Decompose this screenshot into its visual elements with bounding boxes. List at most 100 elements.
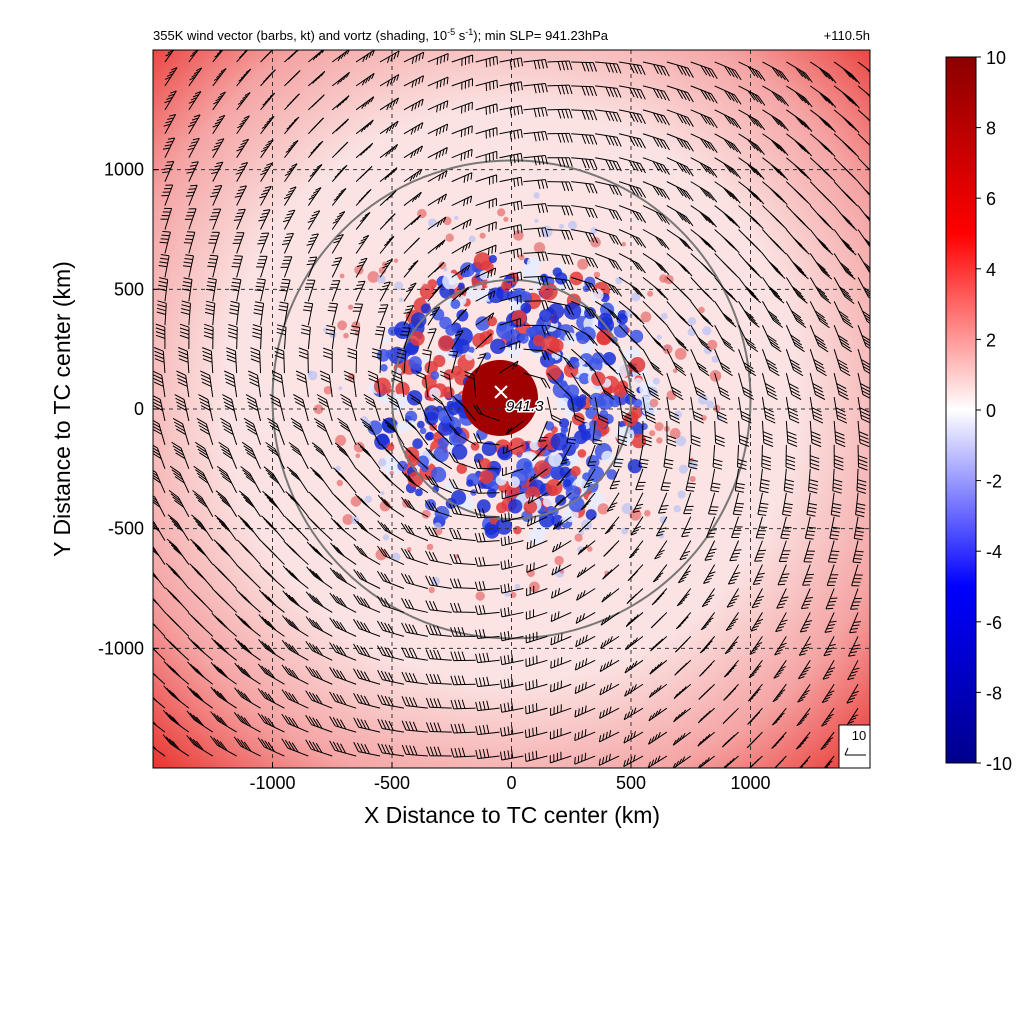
wind-barb (379, 97, 399, 111)
wind-barb (527, 492, 548, 505)
wind-barb (527, 516, 548, 527)
wind-barb (551, 588, 572, 599)
wind-barb (379, 50, 400, 64)
vorticity-speckle (559, 466, 571, 478)
wind-barb (305, 665, 333, 685)
wind-barb (331, 118, 349, 135)
wind-barb (499, 271, 523, 282)
wind-barb (642, 205, 670, 225)
wind-barb (475, 724, 500, 736)
wind-barb (379, 144, 399, 159)
wind-barb (475, 244, 497, 256)
vorticity-speckle (406, 547, 412, 552)
wind-barb (821, 707, 835, 727)
wind-barb (761, 348, 780, 377)
vorticity-speckle (570, 466, 581, 477)
wind-barb (786, 85, 813, 108)
colorbar-tick-label: -10 (986, 754, 1012, 774)
wind-barb (281, 689, 309, 709)
wind-barb (773, 660, 787, 679)
wind-barb (785, 420, 798, 447)
wind-barb (451, 54, 474, 67)
wind-barb (547, 300, 575, 316)
wind-barb (618, 252, 646, 274)
vorticity-speckle (338, 386, 343, 391)
vorticity-speckle (656, 334, 662, 340)
wind-barb (182, 254, 194, 278)
wind-barb (734, 468, 745, 493)
wind-barb (181, 277, 193, 302)
wind-barb (307, 516, 333, 541)
wind-barb (357, 443, 381, 470)
vorticity-speckle (550, 432, 569, 451)
wind-barb (474, 532, 500, 543)
wind-barb (785, 301, 807, 329)
wind-barb (475, 267, 497, 279)
wind-barb (163, 636, 190, 661)
wind-barb (501, 512, 524, 523)
wind-barb (257, 688, 285, 709)
vorticity-speckle (380, 490, 385, 496)
wind-barb (821, 683, 835, 704)
wind-barb (377, 304, 389, 326)
vorticity-speckle (615, 276, 623, 285)
wind-barb (353, 692, 381, 709)
wind-barb (179, 323, 190, 350)
vorticity-speckle (602, 352, 616, 366)
wind-barb (550, 611, 572, 622)
wind-barb (723, 659, 739, 678)
wind-barb (675, 612, 692, 630)
wind-barb (714, 133, 742, 155)
vorticity-speckle (433, 354, 446, 368)
wind-barb (271, 370, 285, 398)
wind-barb (550, 656, 572, 669)
wind-barb (243, 417, 262, 446)
vorticity-speckle (568, 496, 585, 513)
wind-barb (747, 683, 763, 702)
wind-barb (798, 636, 812, 656)
wind-barb (355, 211, 371, 230)
wind-barb (786, 61, 813, 83)
vorticity-speckle (476, 499, 491, 513)
vorticity-speckle (649, 430, 656, 437)
vorticity-speckle (523, 500, 538, 514)
vorticity-speckle (658, 532, 665, 539)
wind-barb (714, 372, 731, 401)
wind-barb (500, 607, 524, 618)
wind-barb (571, 181, 598, 194)
wind-barb (571, 85, 598, 97)
wind-barb (714, 253, 739, 278)
wind-barb (576, 588, 596, 601)
wind-barb (523, 324, 549, 335)
wind-barb (679, 540, 692, 561)
wind-barb (746, 731, 763, 749)
vorticity-speckle (503, 216, 509, 222)
wind-barb (570, 324, 598, 346)
wind-barb (403, 145, 423, 159)
vorticity-speckle (444, 480, 456, 492)
wind-barb (523, 275, 549, 286)
wind-barb (650, 612, 668, 629)
plot-area (153, 50, 870, 768)
wind-barb (403, 75, 424, 88)
wind-barb (281, 738, 309, 757)
wind-barb (282, 565, 309, 589)
vorticity-speckle (593, 271, 601, 279)
wind-barb (625, 612, 644, 627)
wind-barb (352, 303, 364, 326)
wind-barb (666, 420, 677, 447)
wind-barb (632, 492, 644, 513)
wind-barb (473, 459, 500, 470)
wind-barb (153, 469, 166, 493)
wind-barb (332, 467, 357, 494)
wind-barb (547, 276, 574, 290)
vorticity-speckle (534, 218, 539, 223)
wind-barb (282, 615, 309, 637)
vorticity-speckle (465, 352, 474, 361)
vorticity-speckle (549, 338, 564, 353)
wind-barb (603, 540, 620, 557)
wind-barb (281, 713, 309, 733)
wind-barb (690, 300, 714, 328)
wind-barb (330, 542, 357, 565)
wind-barb (451, 241, 472, 254)
